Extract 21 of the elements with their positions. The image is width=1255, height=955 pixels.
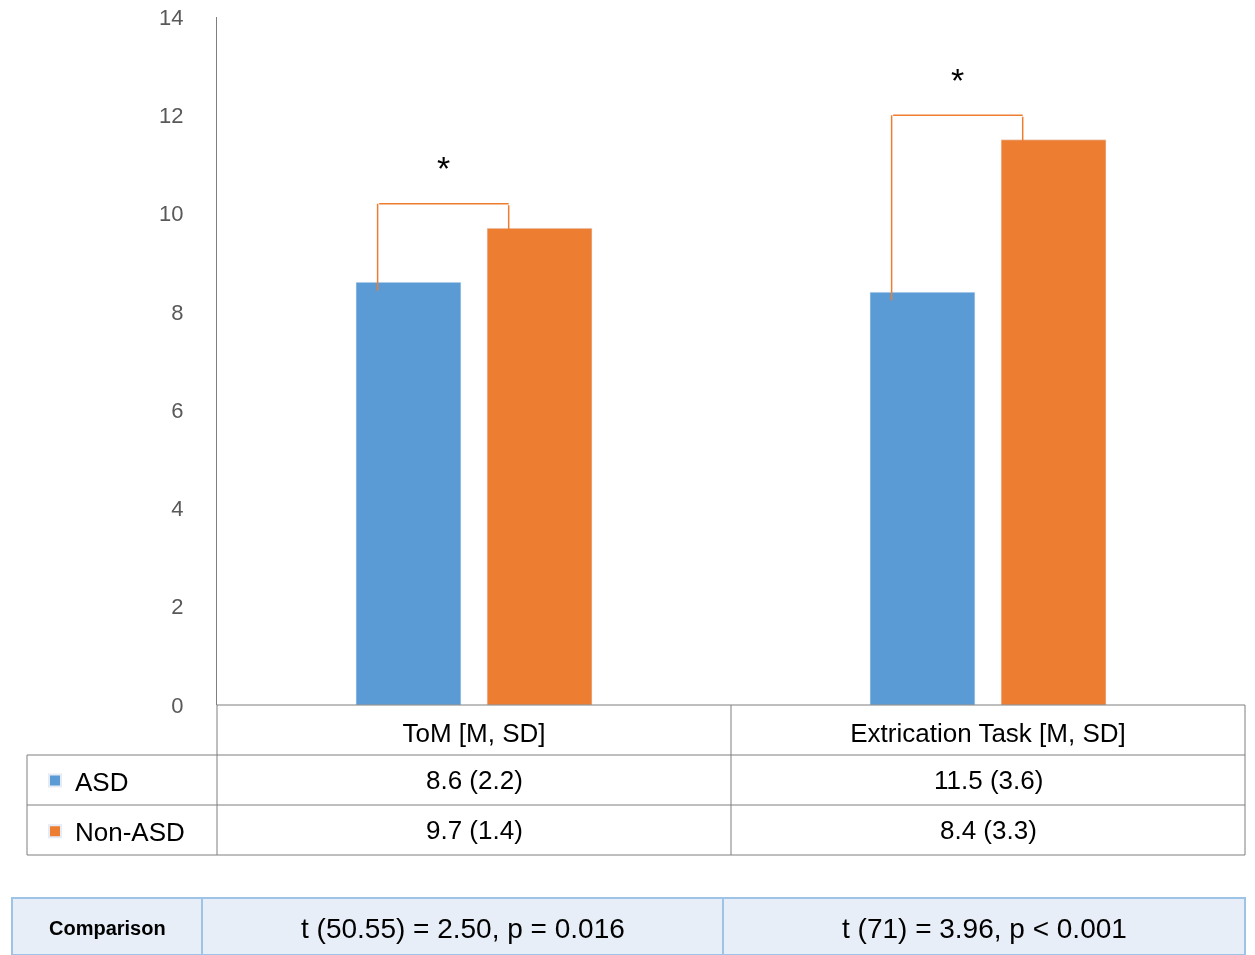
y-tick-label: 4 <box>171 496 184 522</box>
x-tick-label: ToM [M, SD] <box>402 718 546 748</box>
text: t (71) = 3.96, p < 0.001 <box>842 913 1127 944</box>
x-tick-label: Extrication Task [M, SD] <box>850 718 1126 748</box>
y-tick-label: 8 <box>171 299 184 325</box>
text: 11.5 (3.6) <box>934 765 1044 795</box>
y-tick-label: 2 <box>171 594 184 620</box>
annotation: * <box>951 61 965 99</box>
text: Comparison <box>49 917 166 939</box>
text: 8.4 (3.3) <box>940 815 1037 845</box>
y-tick-label: 6 <box>171 397 184 423</box>
y-tick-label: 12 <box>159 102 184 128</box>
legend-label: ASD <box>75 766 129 797</box>
legend-label: Non-ASD <box>75 817 185 848</box>
annotation: * <box>437 149 451 187</box>
text: t (50.55) = 2.50, p = 0.016 <box>301 913 625 944</box>
y-tick-label: 10 <box>159 201 184 227</box>
text: 9.7 (1.4) <box>426 815 523 845</box>
text: 8.6 (2.2) <box>426 765 523 795</box>
y-tick-label: 0 <box>171 692 184 718</box>
y-tick-label: 14 <box>159 4 184 30</box>
